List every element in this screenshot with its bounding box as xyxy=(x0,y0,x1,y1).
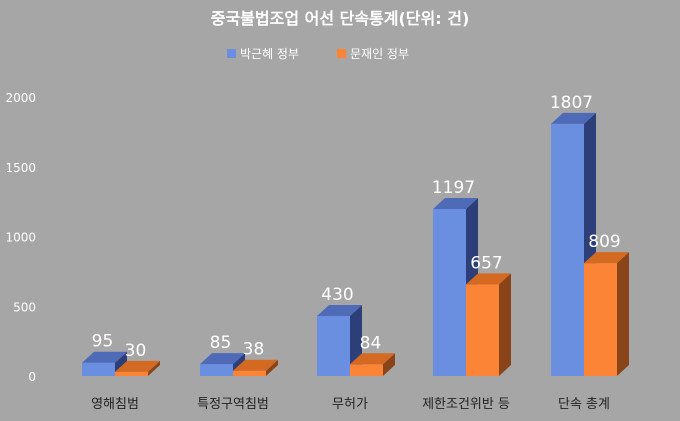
bar-side-2 xyxy=(148,360,160,376)
bar-top-2 xyxy=(584,252,629,264)
bar-top-2 xyxy=(115,360,160,372)
bar-side-2 xyxy=(383,353,395,376)
x-tick-label: 특정구역침범 xyxy=(197,397,269,412)
data-label: 95 xyxy=(92,332,114,352)
bar-front-1 xyxy=(317,316,350,376)
bar-top-1 xyxy=(551,112,596,124)
bar-front-2 xyxy=(350,364,383,376)
bar-front-2 xyxy=(233,370,266,376)
x-tick-label: 영해침범 xyxy=(91,397,139,412)
bars xyxy=(82,112,629,377)
bar-front-2 xyxy=(584,263,617,376)
bar-top-2 xyxy=(466,273,511,285)
bar-top-1 xyxy=(317,305,362,317)
bar-front-2 xyxy=(466,284,499,376)
bar-side-2 xyxy=(617,252,629,376)
data-label: 38 xyxy=(243,340,265,360)
y-tick-label: 1000 xyxy=(5,231,36,245)
x-tick-label: 제한조건위반 등 xyxy=(422,397,510,412)
y-tick-label: 1500 xyxy=(5,161,36,175)
data-label: 30 xyxy=(125,341,147,361)
data-label: 430 xyxy=(321,285,353,305)
y-tick-label: 500 xyxy=(13,300,36,314)
x-tick-label: 무허가 xyxy=(332,397,368,412)
legend: 박근혜 정부 문재인 정부 xyxy=(227,47,409,61)
bar-front-1 xyxy=(82,362,115,376)
data-label: 809 xyxy=(588,232,620,252)
bar-front-1 xyxy=(433,209,466,376)
chart-title: 중국불법조업 어선 단속통계(단위: 건) xyxy=(211,9,470,28)
x-tick-label: 단속 총계 xyxy=(558,397,610,412)
data-label: 657 xyxy=(470,253,502,273)
data-label: 1807 xyxy=(550,93,593,113)
bar-top-1 xyxy=(82,351,127,363)
x-axis: 영해침범 특정구역침범 무허가 제한조건위반 등 단속 총계 xyxy=(91,397,610,412)
bar-front-1 xyxy=(200,364,233,376)
bar-top-2 xyxy=(233,359,278,371)
bar-front-2 xyxy=(115,371,148,376)
legend-swatch xyxy=(227,49,236,58)
bar-side-2 xyxy=(499,273,511,376)
value-labels: 95 30 85 38 430 84 1197 657 1807 809 xyxy=(92,93,621,361)
bar-top-1 xyxy=(200,353,245,365)
data-label: 85 xyxy=(210,333,232,353)
bar-front-1 xyxy=(551,123,584,377)
y-axis: 0 500 1000 1500 2000 xyxy=(5,91,36,384)
data-label: 84 xyxy=(360,333,382,353)
y-tick-label: 2000 xyxy=(5,91,36,105)
bar-top-2 xyxy=(350,353,395,365)
legend-label: 문재인 정부 xyxy=(350,47,409,61)
data-label: 1197 xyxy=(432,178,475,198)
legend-swatch xyxy=(337,49,346,58)
bar-top-1 xyxy=(433,198,478,210)
legend-label: 박근혜 정부 xyxy=(240,47,299,61)
y-tick-label: 0 xyxy=(28,370,36,384)
bar-side-2 xyxy=(266,359,278,376)
